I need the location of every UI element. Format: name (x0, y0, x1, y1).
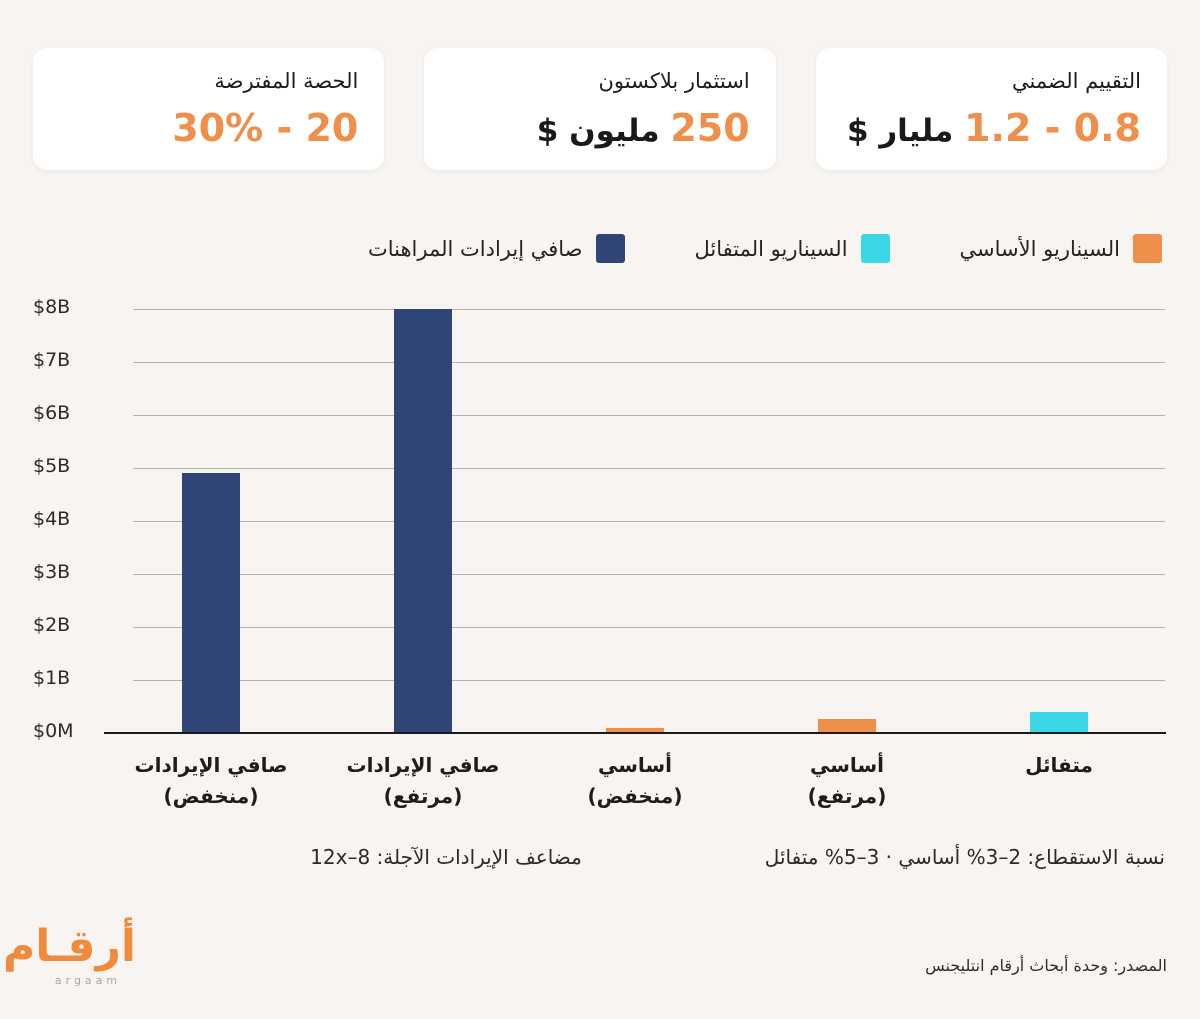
legend-swatch-cyan (860, 234, 890, 263)
argaam-logo-latin: argaam (54, 973, 122, 987)
chart-legend: السيناريو الأساسي السيناريو المتفائل صاف… (368, 234, 1162, 263)
card-value: 20 - 30% (59, 106, 358, 150)
y-tick-label: $1B (33, 667, 71, 689)
card-value-number: 0.8 - 1.2 (964, 106, 1141, 150)
argaam-logo: أرقـام argaam (2, 921, 136, 987)
card-value-number: 20 - 30% (172, 106, 359, 150)
gridline (133, 361, 1165, 363)
legend-label: صافي إيرادات المراهنات (367, 236, 583, 261)
legend-item-base-scenario[interactable]: السيناريو الأساسي (960, 234, 1162, 263)
bar-1[interactable] (182, 473, 240, 733)
legend-item-optimistic-scenario[interactable]: السيناريو المتفائل (695, 234, 890, 263)
y-tick-label: $6B (33, 402, 71, 424)
legend-swatch-orange (1133, 234, 1162, 263)
card-title: التقييم الضمني (1012, 69, 1141, 93)
x-tick-label: أساسي (منخفض) (587, 753, 683, 808)
y-tick-label: $7B (33, 349, 71, 371)
bar-3[interactable] (606, 727, 664, 733)
gridline (133, 573, 1165, 575)
y-tick-label: $4B (33, 508, 71, 530)
card-value: 0.8 - 1.2 مليار $ (842, 106, 1141, 150)
footnote-haircut: نسبة الاستقطاع: 2–3% أساسي · 3–5% متفائل (764, 845, 1165, 869)
x-tick-label: صافي الإيرادات (مرتفع) (346, 753, 500, 808)
legend-label: السيناريو الأساسي (959, 236, 1120, 261)
gridline (133, 467, 1165, 469)
gridline (133, 414, 1165, 416)
y-tick-label: $0M (33, 720, 74, 742)
bar-5[interactable] (1030, 711, 1088, 733)
card-value-number: 250 (670, 106, 750, 150)
legend-item-net-betting-revenue[interactable]: صافي إيرادات المراهنات (368, 234, 625, 263)
y-tick-label: $2B (33, 614, 71, 636)
x-tick-label: صافي الإيرادات (منخفض) (134, 753, 288, 808)
card-value-unit: مليار $ (846, 113, 954, 149)
card-blackstone-investment: استثمار بلاكستون 250 مليون $ (424, 48, 776, 170)
gridline (133, 520, 1165, 522)
gridline (133, 308, 1165, 310)
card-title: الحصة المفترضة (214, 69, 359, 93)
card-assumed-stake: الحصة المفترضة 20 - 30% (33, 48, 385, 170)
card-implied-valuation: التقييم الضمني 0.8 - 1.2 مليار $ (815, 48, 1167, 170)
legend-swatch-navy (595, 234, 625, 263)
y-tick-label: $8B (33, 296, 71, 318)
legend-label: السيناريو المتفائل (694, 236, 848, 261)
x-tick-label: متفائل (1025, 753, 1093, 777)
source-note: المصدر: وحدة أبحاث أرقام انتليجنس (925, 956, 1167, 975)
y-tick-label: $5B (33, 455, 71, 477)
bar-2[interactable] (394, 309, 452, 733)
summary-cards: التقييم الضمني 0.8 - 1.2 مليار $ استثمار… (33, 48, 1167, 170)
x-axis-line (104, 732, 1166, 734)
card-value: 250 مليون $ (450, 106, 750, 150)
card-value-unit: مليون $ (536, 113, 660, 149)
y-tick-label: $3B (33, 561, 71, 583)
card-title: استثمار بلاكستون (598, 69, 750, 93)
footnote-revenue-multiple: مضاعف الإيرادات الآجلة: 8–12x (310, 845, 582, 869)
gridline (133, 626, 1165, 628)
gridline (133, 679, 1165, 681)
x-tick-label: أساسي (مرتفع) (807, 753, 887, 808)
argaam-logo-arabic: أرقـام (2, 921, 136, 972)
bar-4[interactable] (818, 718, 876, 733)
